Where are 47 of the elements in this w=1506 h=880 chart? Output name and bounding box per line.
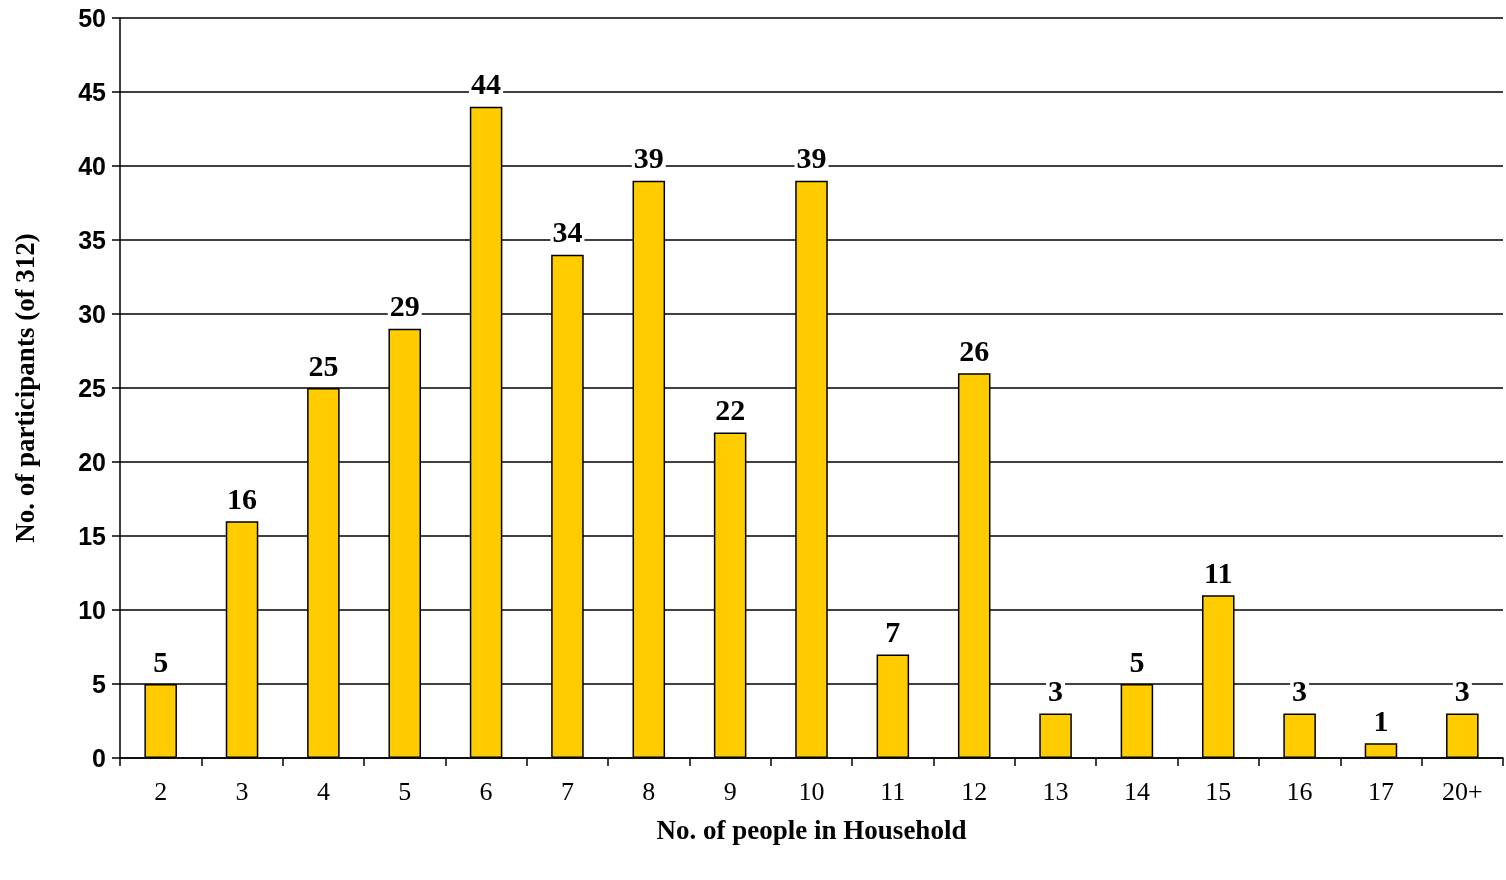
data-label: 16 (227, 481, 258, 515)
y-tick-label: 10 (78, 596, 106, 624)
data-label: 25 (308, 348, 339, 382)
x-tick-label: 17 (1367, 776, 1394, 806)
y-tick-label: 15 (78, 522, 107, 550)
y-tick-label: 45 (78, 78, 107, 106)
x-tick-label: 10 (798, 776, 825, 806)
x-tick-label: 8 (642, 776, 656, 806)
x-tick-label: 20+ (1441, 776, 1483, 806)
data-label: 3 (1454, 674, 1470, 708)
x-tick-label: 5 (398, 776, 412, 806)
x-tick-label: 2 (154, 776, 168, 806)
data-label: 11 (1204, 555, 1233, 589)
y-tick-label: 25 (78, 374, 107, 402)
x-tick-label: 12 (961, 776, 988, 806)
data-label: 44 (471, 67, 502, 101)
data-label: 3 (1292, 674, 1308, 708)
data-label: 5 (153, 644, 169, 678)
x-tick-label: 15 (1205, 776, 1232, 806)
y-axis-title: No. of participants (of 312) (9, 233, 40, 543)
data-label: 1 (1373, 703, 1389, 737)
x-tick-label: 9 (723, 776, 737, 806)
y-tick-label: 0 (92, 744, 106, 772)
x-tick-label: 4 (316, 776, 330, 806)
data-label: 5 (1129, 644, 1145, 678)
x-tick-label: 7 (560, 776, 574, 806)
data-label: 39 (796, 141, 827, 175)
x-tick-label: 13 (1042, 776, 1069, 806)
y-tick-label: 5 (92, 670, 107, 698)
x-tick-label: 11 (880, 776, 906, 806)
x-tick-label: 3 (235, 776, 249, 806)
data-label: 26 (959, 333, 990, 367)
y-tick-label: 50 (78, 4, 106, 32)
x-axis-title: No. of people in Household (656, 814, 967, 845)
x-tick-label: 6 (479, 776, 493, 806)
data-label: 39 (633, 141, 664, 175)
data-label: 3 (1048, 674, 1064, 708)
data-label: 29 (389, 289, 420, 323)
y-tick-label: 30 (78, 300, 106, 328)
x-tick-label: 16 (1286, 776, 1313, 806)
x-tick-label: 14 (1123, 776, 1150, 806)
y-tick-label: 20 (78, 448, 106, 476)
data-label: 34 (552, 215, 583, 249)
data-label: 22 (715, 392, 746, 426)
y-tick-label: 40 (78, 152, 106, 180)
y-tick-label: 35 (78, 226, 107, 254)
data-label: 7 (885, 614, 901, 648)
